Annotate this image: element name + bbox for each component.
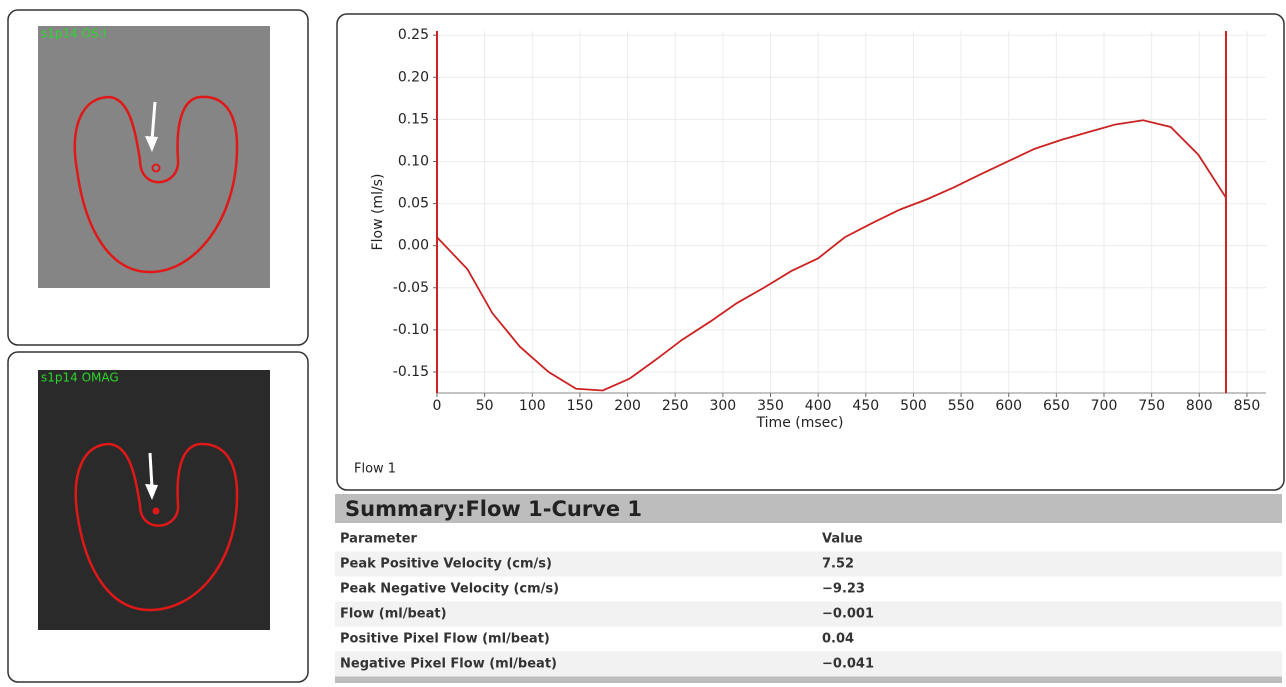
table-cell: 0.04 [822, 632, 854, 647]
table-header: Value [822, 532, 863, 547]
image-label: s1p14 OMAG [41, 371, 119, 385]
x-tick-label: 450 [852, 398, 879, 414]
x-tick-label: 50 [476, 398, 494, 414]
table-cell: 7.52 [822, 557, 854, 572]
x-tick-label: 150 [567, 398, 594, 414]
y-tick-label: -0.05 [393, 280, 429, 296]
screen: s1p14 OS:I s1p14 OMAG 0.250.200.150.100.… [0, 0, 1286, 683]
image [38, 26, 270, 288]
y-tick-label: -0.10 [393, 322, 429, 338]
x-axis-label: Time (msec) [756, 415, 844, 431]
y-tick-label: -0.15 [393, 364, 429, 380]
x-tick-label: 200 [614, 398, 641, 414]
x-tick-label: 550 [948, 398, 975, 414]
x-tick-label: 800 [1186, 398, 1213, 414]
table-cell: −0.041 [822, 657, 874, 672]
y-tick-label: 0.20 [398, 69, 429, 85]
plot-area [437, 31, 1266, 393]
table-cell: Peak Positive Velocity (cm/s) [340, 557, 552, 572]
table-title: Summary:Flow 1-Curve 1 [345, 497, 642, 521]
x-tick-label: 400 [805, 398, 832, 414]
roi [153, 508, 160, 515]
image [38, 370, 270, 630]
y-tick-label: 0.05 [398, 196, 429, 212]
y-tick-label: 0.15 [398, 111, 429, 127]
table-header: Parameter [340, 532, 418, 547]
x-tick-label: 600 [995, 398, 1022, 414]
arrow [150, 453, 152, 488]
table-cell: Flow (ml/beat) [340, 607, 447, 622]
y-tick-label: 0.00 [398, 238, 429, 254]
y-tick-label: 0.10 [398, 153, 429, 169]
table-cell: Negative Pixel Flow (ml/beat) [340, 657, 557, 672]
table: Parameter Value Peak Positive Velocity (cm… [335, 532, 1282, 684]
table-footer [335, 677, 1282, 684]
legend-label: Flow 1 [354, 462, 396, 477]
table-cell: Peak Negative Velocity (cm/s) [340, 582, 559, 597]
y-tick-label: 0.25 [398, 27, 429, 43]
x-tick-label: 750 [1138, 398, 1165, 414]
x-tick-label: 850 [1234, 398, 1261, 414]
y-axis-label: Flow (ml/s) [370, 174, 386, 251]
table-cell: Positive Pixel Flow (ml/beat) [340, 632, 550, 647]
x-tick-label: 100 [519, 398, 546, 414]
x-tick-label: 350 [757, 398, 784, 414]
x-tick-label: 250 [662, 398, 689, 414]
x-tick-label: 700 [1091, 398, 1118, 414]
x-tick-label: 500 [900, 398, 927, 414]
table-cell: −0.001 [822, 607, 874, 622]
x-tick-label: 650 [1043, 398, 1070, 414]
table-row-bg [335, 602, 1282, 627]
table-cell: −9.23 [822, 582, 865, 597]
x-tick-label: 300 [709, 398, 736, 414]
x-tick-label: 0 [433, 398, 442, 414]
image-label: s1p14 OS:I [41, 27, 106, 41]
chart: 0.25 0.20 0.15 0.10 0.05 0.00 -0.05 -0.10 -0.15 0… [393, 27, 1266, 414]
